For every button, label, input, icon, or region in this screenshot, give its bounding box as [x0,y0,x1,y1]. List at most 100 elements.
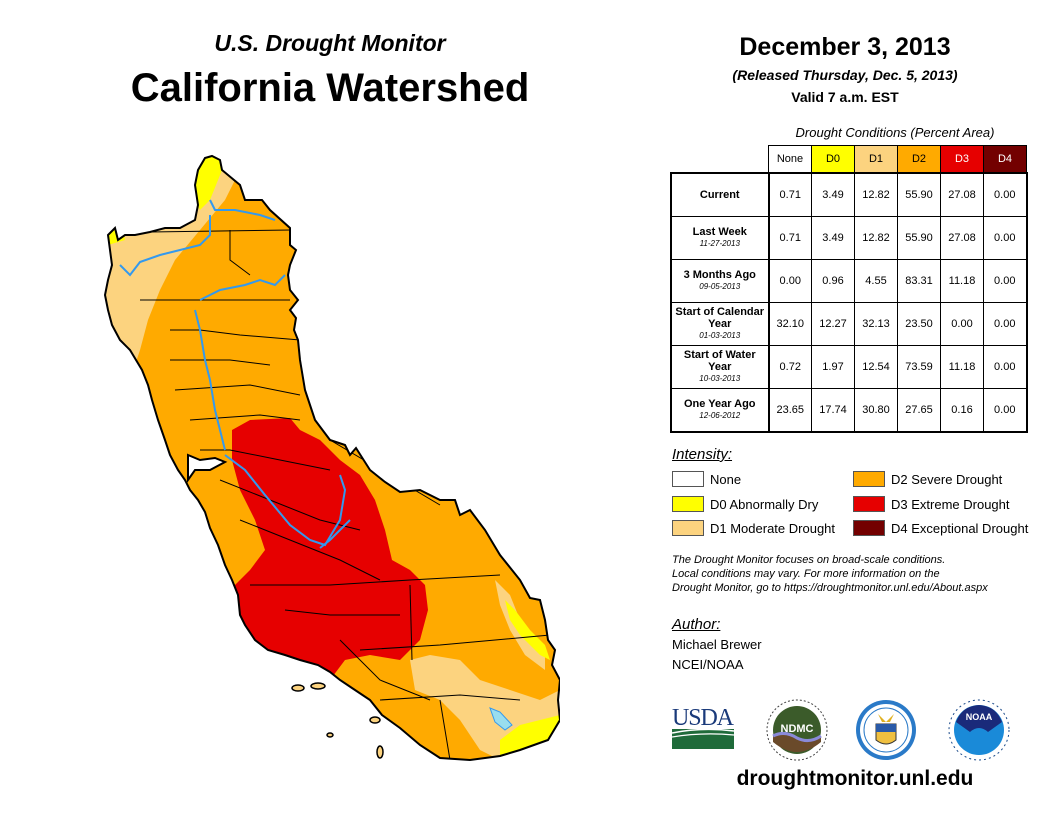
column-header: D1 [854,145,898,174]
legend-item-d3: D3 Extreme Drought [853,495,1010,513]
legend-label: D4 Exceptional Drought [891,520,1029,536]
legend-item-d2: D2 Severe Drought [853,470,1002,488]
noaa-logo-text: NOAA [966,712,993,722]
table-cell: 0.16 [940,388,984,433]
table-cell: 0.72 [768,345,812,389]
row-label: Current [670,172,770,217]
channel-islands [291,682,384,759]
legend-item-none: None [672,470,741,488]
author-name: Michael Brewer [672,637,762,652]
table-cell: 12.82 [854,172,898,217]
column-header: D0 [811,145,855,174]
table-row: Start of Water Year 10-03-2013 0.72 1.97 12.… [670,345,1027,389]
column-header: D2 [897,145,941,174]
legend-title: Intensity: [672,446,733,463]
map-title: California Watershed [130,66,530,110]
row-date: 10-03-2013 [699,374,741,383]
note-line: Local conditions may vary. For more info… [672,568,940,580]
author-label: Author: [672,616,721,633]
row-date: 01-03-2013 [699,331,741,340]
row-label-text: Current [699,189,740,201]
website-link[interactable]: droughtmonitor.unl.edu [736,767,974,790]
table-cell: 27.08 [940,172,984,217]
table-cell: 4.55 [854,259,898,303]
drought-map [104,155,560,761]
note-line: Drought Monitor, go to https://droughtmo… [672,582,988,594]
table-cell: 11.18 [940,345,984,389]
table-cell: 32.10 [768,302,812,346]
table-row: Start of Calendar Year 01-03-2013 32.10 12.… [670,302,1027,346]
table-cell: 0.00 [983,259,1027,303]
disclaimer-note: The Drought Monitor focuses on broad-sca… [672,553,988,595]
table-cell: 17.74 [811,388,855,433]
usda-logo: USDA [672,705,735,749]
legend-item-d1: D1 Moderate Drought [672,519,835,537]
column-header: D4 [983,145,1027,174]
table-row: One Year Ago 12-06-2012 23.65 17.74 30.80 27.… [670,388,1027,433]
row-date: 12-06-2012 [699,411,741,420]
legend-label: D1 Moderate Drought [710,520,836,536]
legend-swatch [853,496,885,512]
legend-swatch [853,520,885,536]
table-cell: 11.18 [940,259,984,303]
table-cell: 0.00 [983,172,1027,217]
row-label-text: Start of Calendar Year [675,306,765,330]
map-date: December 3, 2013 [739,33,951,61]
valid-time: Valid 7 a.m. EST [791,89,899,105]
table-cell: 55.90 [897,216,941,260]
bay [187,453,228,484]
table-cell: 1.97 [811,345,855,389]
table-cell: 27.65 [897,388,941,433]
table-row: Current 0.71 3.49 12.82 55.90 27.08 0.00 [670,172,1027,217]
table-row: 3 Months Ago 09-05-2013 0.00 0.96 4.55 83.31 1… [670,259,1027,303]
table-cell: 0.00 [768,259,812,303]
row-label-text: Last Week [692,226,747,238]
table-cell: 0.00 [983,216,1027,260]
table-cell: 3.49 [811,216,855,260]
table-cell: 23.50 [897,302,941,346]
commerce-seal-logo [856,700,916,760]
row-date: 11-27-2013 [699,239,740,248]
table-cell: 0.00 [983,388,1027,433]
legend-label: D0 Abnormally Dry [710,496,819,512]
legend-label: D3 Extreme Drought [891,496,1010,512]
legend-swatch [672,520,704,536]
table-cell: 0.96 [811,259,855,303]
legend-swatch [853,471,885,487]
note-line: The Drought Monitor focuses on broad-sca… [672,554,946,566]
ndmc-logo-text: NDMC [781,723,814,735]
table-cell: 23.65 [768,388,812,433]
table-cell: 3.49 [811,172,855,217]
column-header: None [768,145,812,174]
table-cell: 55.90 [897,172,941,217]
table-corner [671,146,769,174]
table-cell: 0.71 [768,172,812,217]
d0-abnormally-dry-area [505,600,550,660]
row-label: Last Week 11-27-2013 [670,216,770,260]
noaa-logo: NOAA [948,699,1010,761]
legend-item-d0: D0 Abnormally Dry [672,495,818,513]
table-cell: 12.27 [811,302,855,346]
table-cell: 30.80 [854,388,898,433]
table-cell: 0.71 [768,216,812,260]
map-subtitle: U.S. Drought Monitor [214,30,446,56]
legend-label: None [710,471,742,487]
row-label: Start of Calendar Year 01-03-2013 [670,302,770,346]
lake [489,707,513,731]
row-label: One Year Ago 12-06-2012 [670,388,770,433]
usda-logo-text: USDA [672,705,735,731]
table-cell: 0.00 [983,302,1027,346]
table-cell: 12.54 [854,345,898,389]
table-row: Last Week 11-27-2013 0.71 3.49 12.82 55.90 27.… [670,216,1027,260]
legend-swatch [672,496,704,512]
row-label: Start of Water Year 10-03-2013 [670,345,770,389]
row-label-text: Start of Water Year [683,349,756,373]
table-cell: 27.08 [940,216,984,260]
table-header-row: None D0 D1 D2 D3 D4 [671,145,1027,174]
release-date: (Released Thursday, Dec. 5, 2013) [732,67,958,83]
table-cell: 12.82 [854,216,898,260]
table-cell: 0.00 [940,302,984,346]
table-cell: 73.59 [897,345,941,389]
legend-swatch [672,471,704,487]
row-label-text: One Year Ago [683,398,756,410]
